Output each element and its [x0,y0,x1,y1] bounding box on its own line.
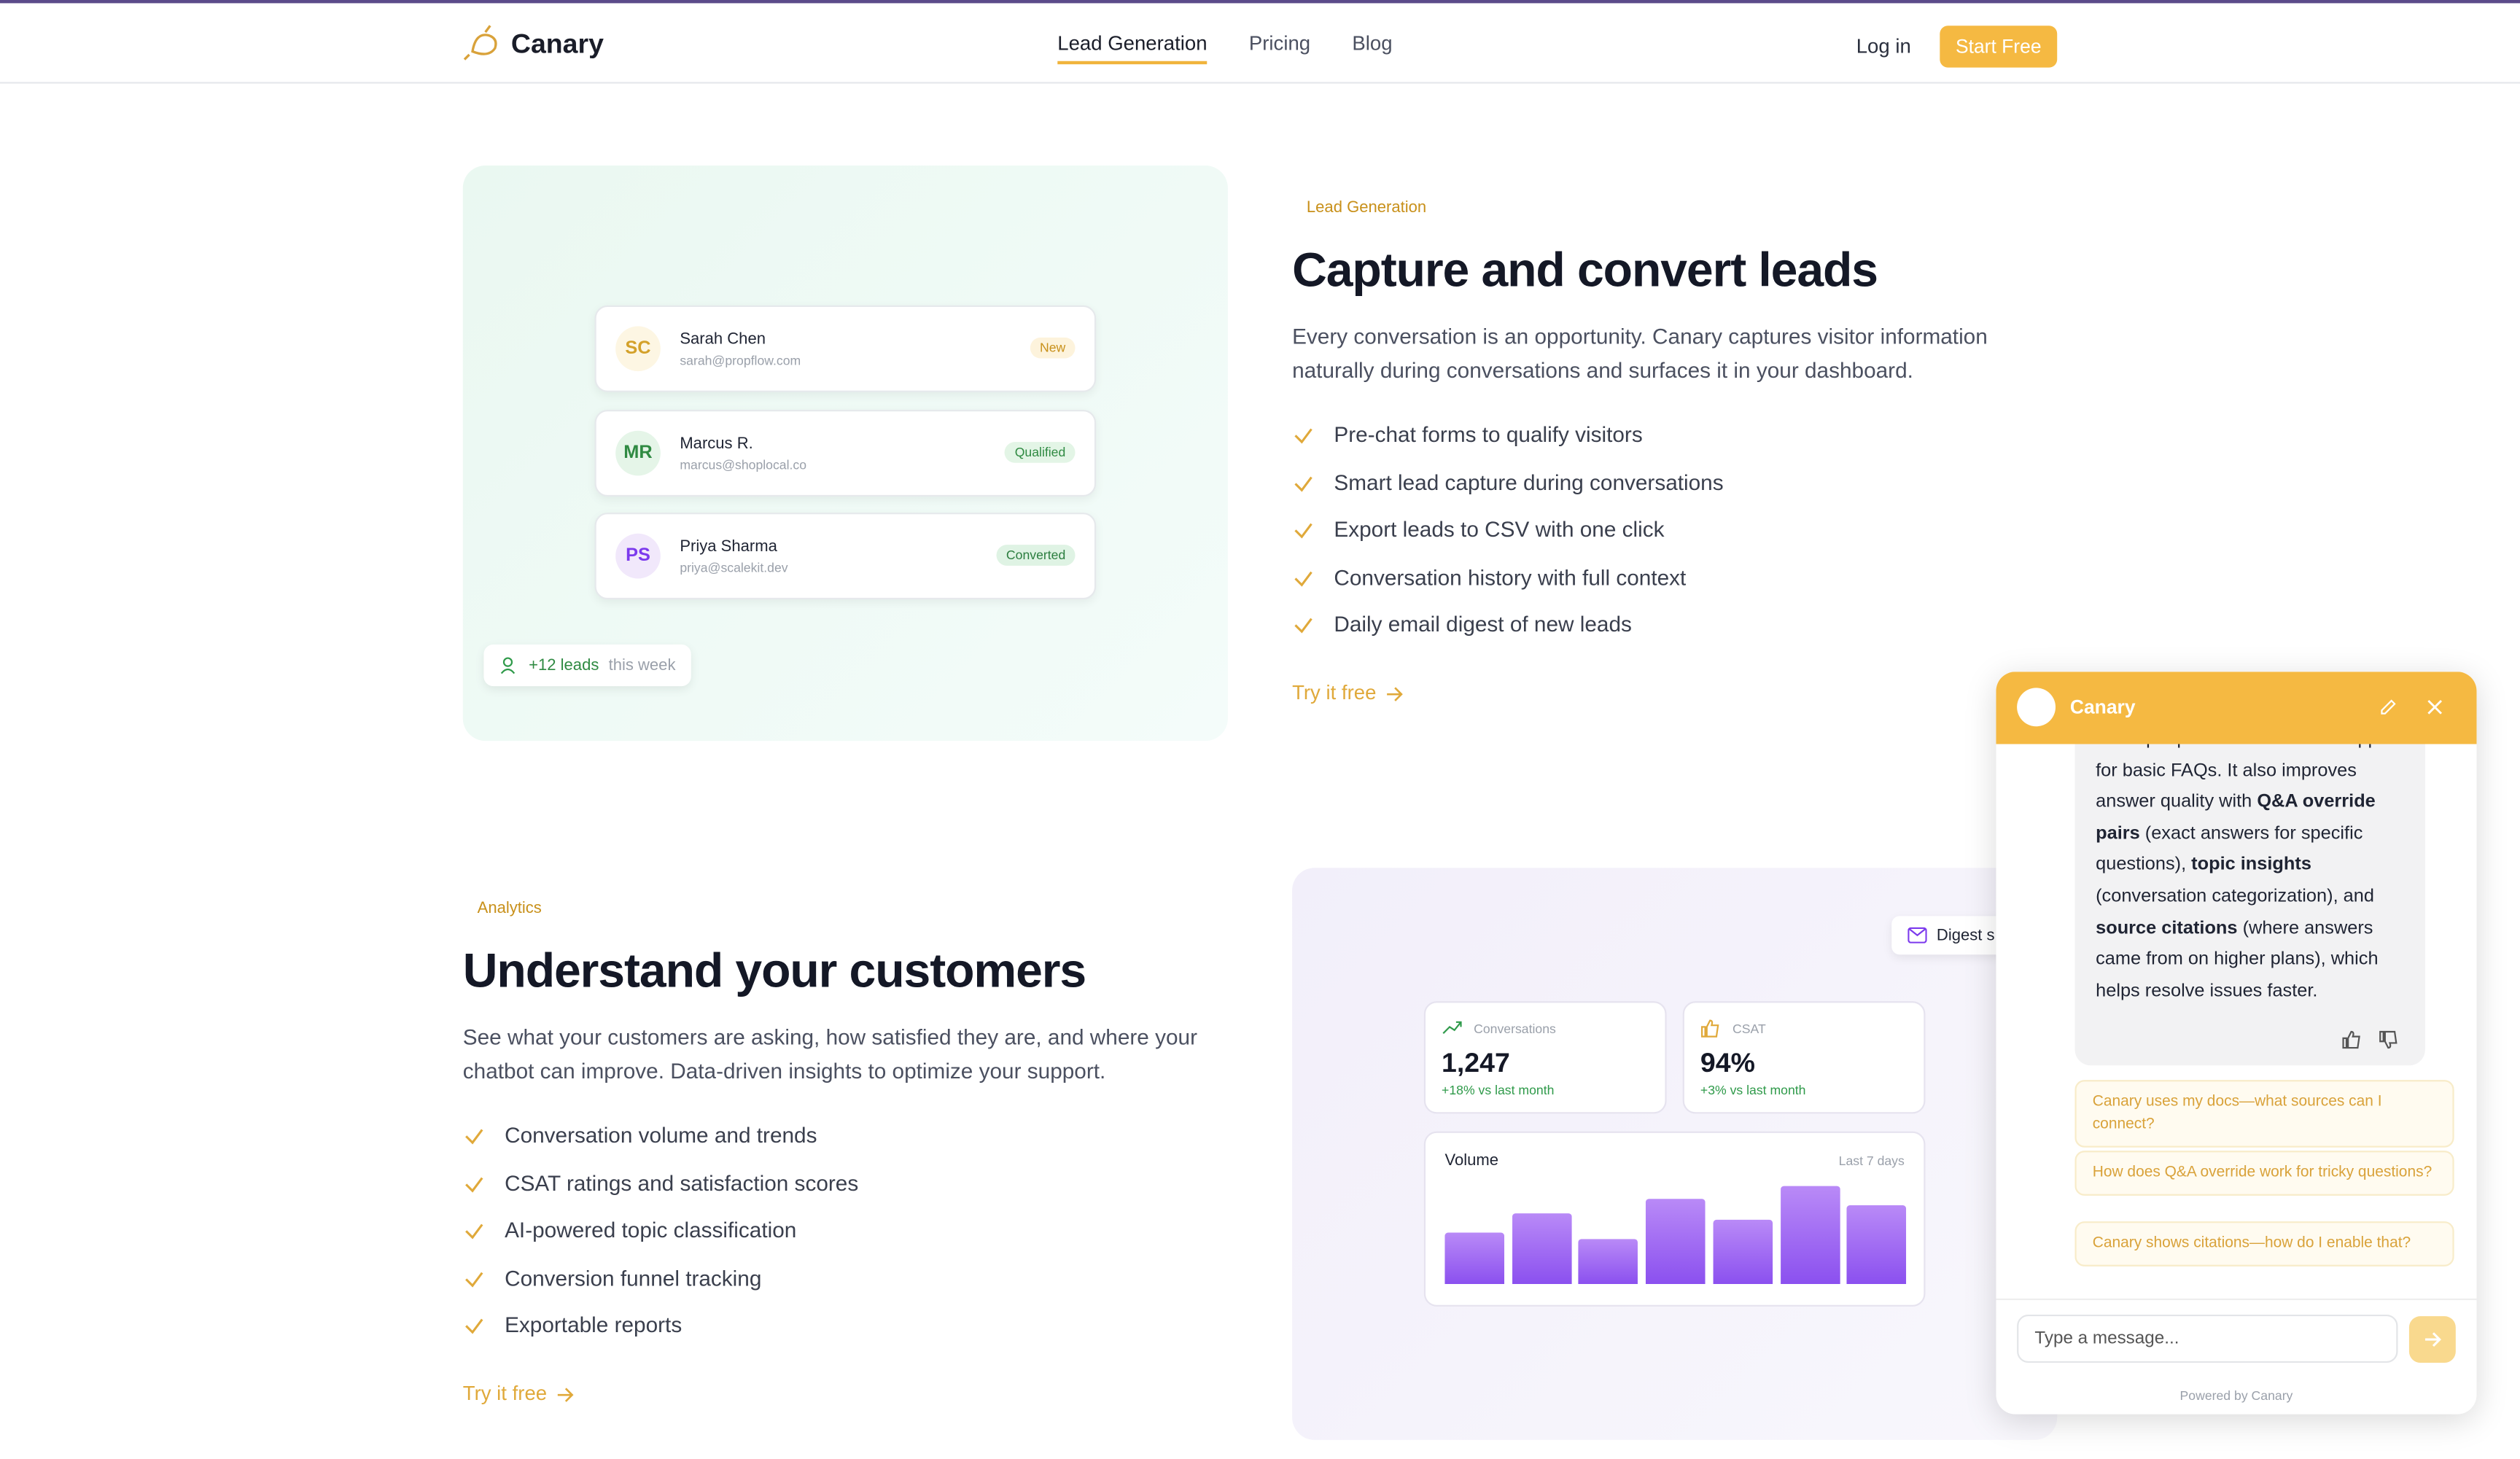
lead-name: Sarah Chen [680,331,766,349]
feature: Exportable reports [465,1313,682,1337]
lead-email: marcus@shoplocal.co [680,457,807,472]
section-tag: Analytics [477,900,542,918]
chat-header: Canary [1996,672,2477,744]
feature: Export leads to CSV with one click [1294,518,1665,542]
message-text: fewer people need to contact support for… [2096,744,2400,812]
navbar: Canary Lead Generation Pricing Blog Log in… [0,0,2520,84]
lead-email: sarah@propflow.com [680,353,801,368]
status-badge: Converted [996,545,1076,566]
lead-card: PS Priya Sharma priya@scalekit.dev Converte… [594,513,1097,600]
bar [1444,1232,1505,1285]
send-button[interactable] [2408,1316,2456,1363]
bar [1846,1205,1907,1285]
message-text: Q&A override pairs [2096,793,2376,844]
feature: Conversation volume and trends [465,1124,817,1148]
brand[interactable]: Canary [510,28,604,60]
suggestion[interactable]: How does Q&A override work for tricky qu… [2074,1151,2454,1196]
message-text: (conversation categorization), and [2096,887,2374,907]
bar [1713,1219,1773,1285]
avatar: PS [615,533,661,579]
feature: Conversion funnel tracking [465,1266,761,1290]
stat-value: 1,247 [1442,1048,1510,1078]
digest-label: Digest s [1936,926,1995,944]
avatar: SC [615,326,661,372]
analytics-panel: Digest s Volume Last 7 days Conversation… [1292,868,2058,1440]
login[interactable]: Log in [1856,35,1911,58]
lead-name: Marcus R. [680,435,753,453]
lead-name: Priya Sharma [680,538,777,556]
lead-card: SC Sarah Chen sarah@propflow.com New [594,305,1097,392]
volume-period: Last 7 days [1838,1153,1905,1169]
thumbs-up[interactable] [2341,1031,2360,1050]
bar [1780,1186,1840,1285]
nav-link[interactable]: Pricing [1248,32,1311,55]
status-badge: Qualified [1005,441,1076,462]
stat-change: +3% vs last month [1700,1083,1806,1098]
stat-label: CSAT [1732,1022,1766,1037]
feature: Pre-chat forms to qualify visitors [1294,423,1643,447]
section-description: See what your customers are asking, how … [462,1025,1198,1083]
message-bubble: fewer people need to contact support for… [2074,744,2425,1067]
try-link[interactable]: Try it free [463,1382,576,1404]
stat-value: 94% [1700,1048,1755,1078]
logo [463,25,497,61]
feature: Smart lead capture during conversations [1294,470,1724,494]
chat-widget: Canary fewer people need to contact supp… [1996,672,2477,1415]
feature: AI-powered topic classification [465,1218,796,1242]
leads-summary: +12 leads this week [483,644,692,687]
volume-title: Volume [1444,1152,1498,1170]
stat-card: CSAT 94% +3% vs last month [1682,1001,1926,1114]
section-tag: Lead Generation [1306,199,1427,217]
status-badge: New [1030,337,1076,359]
try-link[interactable]: Try it free [1292,682,1405,704]
message-text: (exact answers for specific questions), [2096,824,2363,875]
suggestion[interactable]: Canary shows citations—how do I enable t… [2074,1221,2454,1267]
message-input[interactable]: Type a message... [2017,1314,2398,1363]
section-title: Capture and convert leads [1292,244,1878,297]
section-title: Understand your customers [462,944,1086,998]
avatar: MR [615,429,661,475]
message-text: topic insights [2191,855,2311,875]
leads-period: this week [608,656,676,674]
stat-change: +18% vs last month [1442,1083,1555,1098]
nav-links: Lead Generation Pricing Blog [1057,32,1393,65]
bar [1512,1213,1571,1285]
lead-card: MR Marcus R. marcus@shoplocal.co Qualified [594,408,1097,496]
suggestion[interactable]: Canary uses my docs—what sources can I c… [2074,1080,2454,1148]
chat-body: fewer people need to contact support for… [1996,744,2476,1298]
stat-label: Conversations [1474,1022,1556,1037]
start-button[interactable]: Start Free [1940,26,2058,68]
stat-card: Conversations 1,247 +18% vs last month [1423,1001,1667,1114]
close-icon[interactable] [2427,699,2443,715]
chat-name: Canary [2069,696,2136,719]
volume-card: Volume Last 7 days [1423,1131,1926,1307]
section-description: Every conversation is an opportunity. Ca… [1292,324,1988,383]
leads-count: +12 leads [529,656,599,674]
message-text: source citations [2096,918,2238,938]
message-text: (where answers came from on higher plans… [2096,918,2379,1001]
feature: Conversation history with full context [1294,565,1686,589]
bar [1646,1199,1706,1285]
lead-email: priya@scalekit.dev [680,561,788,576]
bar [1579,1239,1638,1285]
nav-link[interactable]: Blog [1352,32,1393,55]
nav-link[interactable]: Lead Generation [1057,32,1208,65]
thumbs-down[interactable] [2379,1031,2398,1050]
edit-icon[interactable] [2379,698,2398,717]
chat-avatar [2017,688,2056,727]
feature: CSAT ratings and satisfaction scores [465,1171,858,1195]
leads-panel: +12 leads this week SC Sarah Chen sarah@pr… [462,166,1228,742]
feature: Daily email digest of new leads [1294,612,1632,637]
chat-footer: Powered by Canary [2179,1388,2293,1404]
